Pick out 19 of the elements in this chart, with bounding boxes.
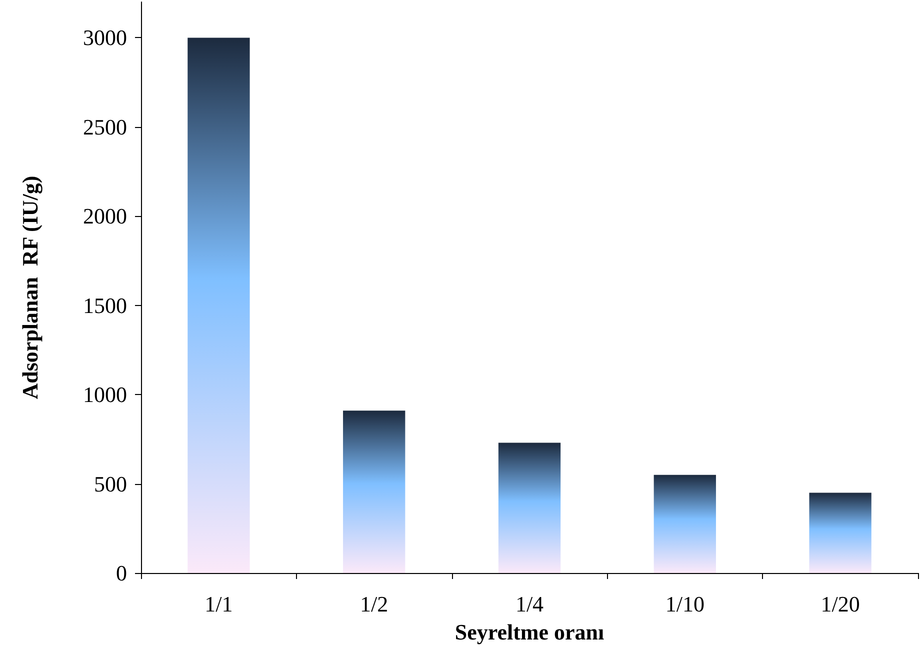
bar bbox=[343, 410, 406, 573]
y-tick-label: 2500 bbox=[83, 114, 127, 140]
bar bbox=[809, 492, 872, 573]
y-tick-label: 500 bbox=[94, 471, 127, 496]
y-tick-label: 0 bbox=[116, 560, 127, 586]
y-tick-label: 2000 bbox=[83, 204, 127, 229]
y-tick-label: 1500 bbox=[83, 292, 127, 318]
x-tick-label: 1/2 bbox=[360, 592, 388, 616]
bar bbox=[188, 38, 250, 573]
x-axis-title: Seyreltme oranı bbox=[454, 620, 604, 644]
bar bbox=[654, 474, 716, 573]
x-tick-label: 1/1 bbox=[204, 592, 233, 616]
y-axis-title: Adsorplanan RF (IU/g) bbox=[18, 176, 42, 400]
y-tick-label: 1000 bbox=[83, 382, 127, 408]
bar bbox=[498, 442, 561, 573]
x-tick-label: 1/4 bbox=[515, 592, 544, 616]
x-tick-label: 1/10 bbox=[665, 592, 704, 616]
x-tick-label: 1/20 bbox=[820, 592, 860, 616]
y-tick-label: 3000 bbox=[83, 25, 127, 50]
